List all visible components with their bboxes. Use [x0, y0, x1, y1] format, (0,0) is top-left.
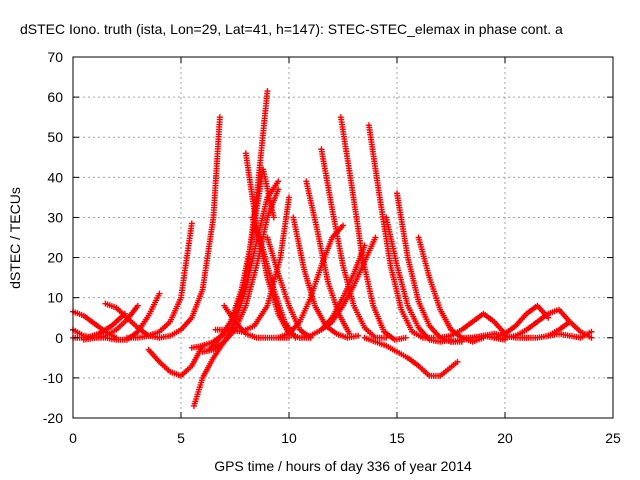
chart-title: dSTEC Iono. truth (ista, Lon=29, Lat=41,… [20, 21, 563, 37]
data-point-marker [437, 310, 508, 341]
data-series-arc [296, 242, 368, 341]
data-series-arc [145, 342, 206, 379]
data-series-arc [415, 234, 487, 345]
data-series-arc [303, 178, 353, 337]
data-series-arc [448, 332, 508, 345]
data-series-arc [545, 328, 595, 341]
x-tick-label: 25 [605, 430, 621, 446]
y-tick-label: 50 [47, 129, 63, 145]
data-series-arc [290, 214, 362, 341]
data-point-marker [156, 114, 223, 341]
x-tick-label: 0 [69, 430, 77, 446]
y-tick-label: 20 [47, 250, 63, 266]
x-axis-label: GPS time / hours of day 336 of year 2014 [214, 458, 472, 474]
data-series-arc [337, 114, 409, 343]
grid [73, 57, 613, 418]
data-point-marker [249, 214, 299, 341]
data-series-arc [156, 114, 223, 341]
data-point-marker [303, 178, 353, 337]
data-layer [70, 88, 595, 409]
data-series-arc [383, 214, 454, 345]
data-series-arc [264, 234, 314, 341]
x-tick-label: 10 [281, 430, 297, 446]
data-point-marker [383, 214, 454, 345]
data-point-marker [365, 122, 437, 341]
x-tick-label: 20 [497, 430, 513, 446]
data-point-marker [448, 332, 508, 345]
data-point-marker [145, 342, 206, 379]
y-tick-label: 60 [47, 89, 63, 105]
y-tick-label: 70 [47, 49, 63, 65]
data-point-marker [124, 220, 195, 341]
data-point-marker [337, 114, 409, 343]
data-point-marker [264, 234, 314, 341]
data-series-arc [124, 220, 195, 341]
data-point-marker [296, 242, 368, 341]
ticks: 0 5 10 15 20 25 -20 -10 0 10 20 30 40 50 60 70 [43, 49, 621, 446]
x-tick-label: 5 [177, 430, 185, 446]
y-axis-label: dSTEC / TECUs [7, 187, 23, 289]
x-tick-label: 15 [389, 430, 405, 446]
data-point-marker [545, 328, 595, 341]
data-series-arc [365, 122, 437, 341]
y-tick-label: 0 [55, 330, 63, 346]
plot-frame [72, 56, 614, 419]
y-tick-label: 30 [47, 209, 63, 225]
y-tick-label: -10 [43, 370, 63, 386]
data-series-arc [249, 214, 299, 341]
data-series-arc [437, 310, 508, 341]
y-tick-label: -20 [43, 410, 63, 426]
data-point-marker [361, 334, 461, 379]
data-point-marker [415, 234, 487, 345]
data-point-marker [290, 214, 362, 341]
y-tick-label: 10 [47, 290, 63, 306]
y-tick-label: 40 [47, 169, 63, 185]
data-series-arc [361, 334, 461, 379]
